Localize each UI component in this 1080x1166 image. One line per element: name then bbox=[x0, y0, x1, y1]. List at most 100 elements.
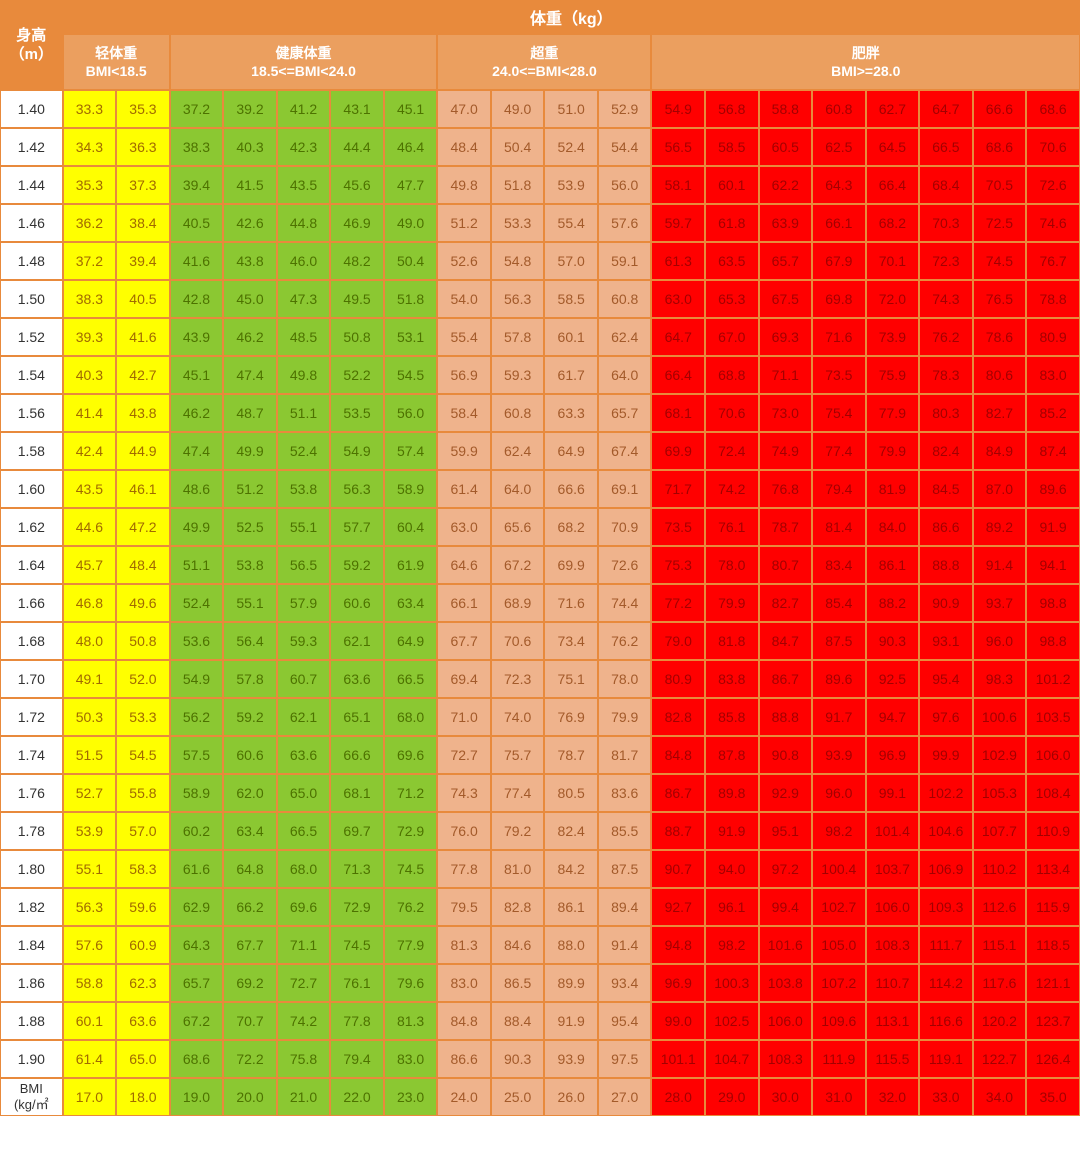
data-cell: 58.1 bbox=[651, 166, 705, 204]
data-cell: 78.6 bbox=[973, 318, 1027, 356]
data-cell: 51.1 bbox=[277, 394, 331, 432]
data-cell: 84.5 bbox=[919, 470, 973, 508]
data-cell: 96.0 bbox=[973, 622, 1027, 660]
data-cell: 89.6 bbox=[812, 660, 866, 698]
data-cell: 74.3 bbox=[437, 774, 491, 812]
data-cell: 50.3 bbox=[63, 698, 117, 736]
height-cell: 1.78 bbox=[0, 812, 63, 850]
data-cell: 79.9 bbox=[705, 584, 759, 622]
data-cell: 66.5 bbox=[919, 128, 973, 166]
data-cell: 37.3 bbox=[116, 166, 170, 204]
data-cell: 69.3 bbox=[759, 318, 813, 356]
data-cell: 64.0 bbox=[598, 356, 652, 394]
data-cell: 86.1 bbox=[544, 888, 598, 926]
data-cell: 61.8 bbox=[705, 204, 759, 242]
data-cell: 109.3 bbox=[919, 888, 973, 926]
data-cell: 60.5 bbox=[759, 128, 813, 166]
data-cell: 45.1 bbox=[384, 90, 438, 128]
data-cell: 77.9 bbox=[384, 926, 438, 964]
data-cell: 73.5 bbox=[812, 356, 866, 394]
data-cell: 105.3 bbox=[973, 774, 1027, 812]
data-cell: 64.3 bbox=[812, 166, 866, 204]
data-cell: 53.3 bbox=[491, 204, 545, 242]
data-cell: 90.3 bbox=[866, 622, 920, 660]
data-cell: 58.8 bbox=[63, 964, 117, 1002]
data-cell: 60.6 bbox=[223, 736, 277, 774]
data-cell: 35.3 bbox=[63, 166, 117, 204]
bmi-cell: 30.0 bbox=[759, 1078, 813, 1116]
data-cell: 96.9 bbox=[866, 736, 920, 774]
data-cell: 53.8 bbox=[223, 546, 277, 584]
data-cell: 66.1 bbox=[437, 584, 491, 622]
data-cell: 99.9 bbox=[919, 736, 973, 774]
data-cell: 79.2 bbox=[491, 812, 545, 850]
data-cell: 69.8 bbox=[812, 280, 866, 318]
data-cell: 49.0 bbox=[384, 204, 438, 242]
data-cell: 36.3 bbox=[116, 128, 170, 166]
data-cell: 96.0 bbox=[812, 774, 866, 812]
data-cell: 46.1 bbox=[116, 470, 170, 508]
data-cell: 109.6 bbox=[812, 1002, 866, 1040]
data-cell: 65.7 bbox=[170, 964, 224, 1002]
data-cell: 45.6 bbox=[330, 166, 384, 204]
data-cell: 116.6 bbox=[919, 1002, 973, 1040]
data-cell: 87.5 bbox=[598, 850, 652, 888]
data-cell: 59.3 bbox=[491, 356, 545, 394]
data-cell: 72.9 bbox=[330, 888, 384, 926]
data-cell: 82.4 bbox=[919, 432, 973, 470]
table-row: 1.7049.152.054.957.860.763.666.569.472.3… bbox=[0, 660, 1080, 698]
data-cell: 108.3 bbox=[866, 926, 920, 964]
data-cell: 82.8 bbox=[651, 698, 705, 736]
table-row: 1.7250.353.356.259.262.165.168.071.074.0… bbox=[0, 698, 1080, 736]
table-row: 1.7853.957.060.263.466.569.772.976.079.2… bbox=[0, 812, 1080, 850]
data-cell: 98.2 bbox=[812, 812, 866, 850]
height-cell: 1.60 bbox=[0, 470, 63, 508]
data-cell: 68.9 bbox=[491, 584, 545, 622]
table-header: 身高（m） 体重（kg） 轻体重BMI<18.5健康体重18.5<=BMI<24… bbox=[0, 0, 1080, 90]
data-cell: 54.5 bbox=[384, 356, 438, 394]
data-cell: 74.3 bbox=[919, 280, 973, 318]
data-cell: 54.9 bbox=[170, 660, 224, 698]
data-cell: 85.4 bbox=[812, 584, 866, 622]
data-cell: 58.5 bbox=[544, 280, 598, 318]
table-row: 1.9061.465.068.672.275.879.483.086.690.3… bbox=[0, 1040, 1080, 1078]
data-cell: 75.7 bbox=[491, 736, 545, 774]
data-cell: 68.4 bbox=[919, 166, 973, 204]
data-cell: 63.9 bbox=[759, 204, 813, 242]
bmi-cell: 24.0 bbox=[437, 1078, 491, 1116]
data-cell: 72.6 bbox=[598, 546, 652, 584]
data-cell: 56.8 bbox=[705, 90, 759, 128]
table-row: 1.4837.239.441.643.846.048.250.452.654.8… bbox=[0, 242, 1080, 280]
data-cell: 74.9 bbox=[759, 432, 813, 470]
data-cell: 84.2 bbox=[544, 850, 598, 888]
data-cell: 39.2 bbox=[223, 90, 277, 128]
data-cell: 50.4 bbox=[491, 128, 545, 166]
height-cell: 1.62 bbox=[0, 508, 63, 546]
data-cell: 81.9 bbox=[866, 470, 920, 508]
bmi-cell: 27.0 bbox=[598, 1078, 652, 1116]
data-cell: 56.3 bbox=[491, 280, 545, 318]
data-cell: 75.4 bbox=[812, 394, 866, 432]
table-row: 1.6848.050.853.656.459.362.164.967.770.6… bbox=[0, 622, 1080, 660]
data-cell: 71.3 bbox=[330, 850, 384, 888]
data-cell: 60.8 bbox=[598, 280, 652, 318]
data-cell: 55.4 bbox=[544, 204, 598, 242]
table-row: 1.4234.336.338.340.342.344.446.448.450.4… bbox=[0, 128, 1080, 166]
data-cell: 101.6 bbox=[759, 926, 813, 964]
data-cell: 52.9 bbox=[598, 90, 652, 128]
data-cell: 79.5 bbox=[437, 888, 491, 926]
data-cell: 73.9 bbox=[866, 318, 920, 356]
data-cell: 65.0 bbox=[277, 774, 331, 812]
data-cell: 84.8 bbox=[651, 736, 705, 774]
data-cell: 56.4 bbox=[223, 622, 277, 660]
category-header-2: 超重24.0<=BMI<28.0 bbox=[437, 34, 651, 90]
table-row: 1.4435.337.339.441.543.545.647.749.851.8… bbox=[0, 166, 1080, 204]
data-cell: 47.4 bbox=[223, 356, 277, 394]
data-cell: 40.3 bbox=[63, 356, 117, 394]
data-cell: 74.5 bbox=[384, 850, 438, 888]
bmi-row: BMI(kg/㎡17.018.019.020.021.022.023.024.0… bbox=[0, 1078, 1080, 1116]
data-cell: 86.1 bbox=[866, 546, 920, 584]
data-cell: 51.5 bbox=[63, 736, 117, 774]
data-cell: 35.3 bbox=[116, 90, 170, 128]
data-cell: 91.9 bbox=[705, 812, 759, 850]
